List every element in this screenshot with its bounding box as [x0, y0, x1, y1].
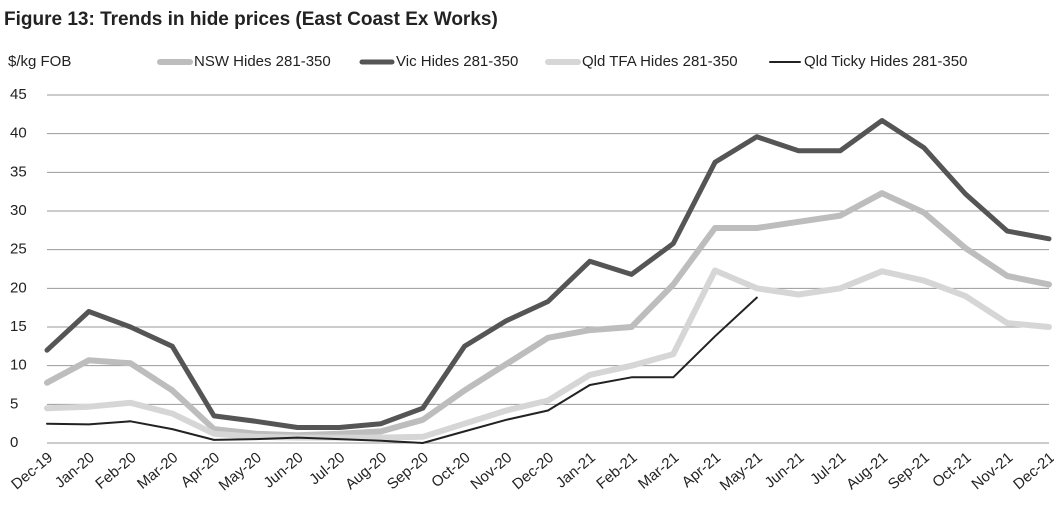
x-tick-label: Jul-20: [306, 449, 348, 488]
y-tick-label: 25: [10, 241, 27, 258]
y-tick-label: 0: [10, 434, 18, 451]
x-tick-label: Oct-21: [929, 449, 974, 491]
series-line: [44, 118, 1052, 430]
x-tick-label: Oct-20: [428, 449, 473, 491]
legend-label: Qld TFA Hides 281-350: [582, 53, 738, 70]
x-tick-label: Dec-19: [8, 449, 56, 493]
series-line: [46, 296, 758, 444]
y-tick-label: 30: [10, 202, 27, 219]
x-tick-label: Feb-20: [92, 449, 139, 493]
legend-label: NSW Hides 281-350: [194, 53, 331, 70]
x-tick-label: Feb-21: [593, 449, 640, 493]
x-tick-label: Jul-21: [807, 449, 849, 488]
x-tick-label: Mar-21: [635, 449, 682, 493]
y-tick-label: 10: [10, 357, 27, 374]
legend-label: Vic Hides 281-350: [396, 53, 518, 70]
x-tick-label: Aug-20: [342, 449, 390, 493]
x-tick-label: Jan-21: [553, 449, 599, 492]
x-tick-label: Dec-21: [1010, 449, 1054, 493]
y-tick-label: 20: [10, 279, 27, 296]
legend-label: Qld Ticky Hides 281-350: [804, 53, 967, 70]
x-tick-label: Sep-20: [384, 449, 432, 493]
y-tick-label: 15: [10, 318, 27, 335]
x-tick-label: Mar-20: [134, 449, 181, 493]
x-tick-label: Jun-20: [261, 449, 307, 492]
x-tick-label: May-20: [216, 449, 265, 494]
chart-title: Figure 13: Trends in hide prices (East C…: [4, 9, 498, 30]
x-tick-label: Sep-21: [885, 449, 933, 493]
x-tick-label: Nov-20: [467, 449, 515, 493]
series-line: [44, 190, 1052, 439]
x-tick-label: Apr-21: [679, 449, 724, 491]
x-tick-label: Nov-21: [968, 449, 1016, 493]
y-tick-label: 35: [10, 163, 27, 180]
y-tick-label: 45: [10, 86, 27, 103]
series-line: [44, 267, 1052, 441]
x-tick-label: Aug-21: [843, 449, 891, 493]
y-tick-label: 5: [10, 395, 18, 412]
y-axis-label: $/kg FOB: [8, 53, 71, 70]
x-tick-label: Jun-21: [762, 449, 808, 492]
x-tick-label: Jan-20: [52, 449, 98, 492]
x-tick-label: May-21: [717, 449, 766, 494]
x-tick-label: Apr-20: [178, 449, 223, 491]
x-tick-label: Dec-20: [509, 449, 557, 493]
y-tick-label: 40: [10, 125, 27, 142]
